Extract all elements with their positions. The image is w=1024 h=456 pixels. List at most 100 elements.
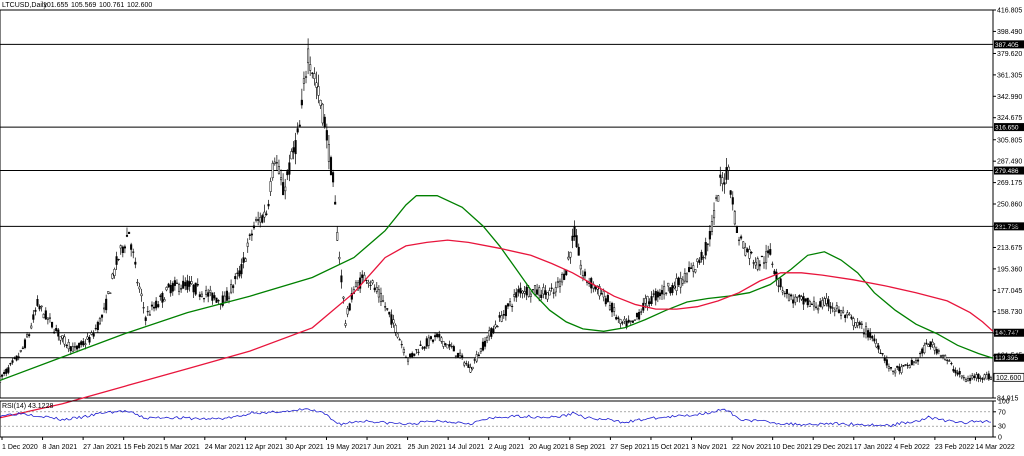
candle-body — [540, 294, 543, 298]
candle-body — [146, 311, 149, 313]
candle-body — [409, 353, 412, 357]
candle-body — [823, 298, 826, 306]
candle-body — [683, 272, 686, 282]
candle-body — [623, 318, 626, 322]
candle-body — [735, 226, 738, 233]
ma-line-0 — [0, 195, 994, 382]
candle-body — [854, 322, 857, 328]
candle-body — [923, 345, 926, 354]
candle-body — [817, 308, 820, 311]
candle-body — [498, 315, 501, 318]
candle-body — [13, 357, 16, 359]
candle-body — [456, 352, 460, 358]
level-tag-5 — [994, 353, 1024, 362]
candle-body — [113, 269, 116, 276]
price-tick-label-14: 158.730 — [997, 309, 1022, 316]
candle-body — [184, 282, 187, 287]
candle-body — [885, 359, 888, 366]
candle-body — [438, 334, 441, 338]
candle-body — [635, 313, 639, 318]
price-tick-label-5: 324.675 — [997, 115, 1022, 122]
candle-body — [429, 336, 432, 340]
candle-body — [11, 360, 14, 363]
candle-body — [527, 287, 530, 297]
candle-body — [783, 293, 786, 295]
candle-body — [554, 287, 557, 293]
level-label-3: 231.738 — [995, 224, 1019, 231]
price-tick-label-11: 213.675 — [997, 245, 1022, 252]
date-label-20: 29 Dec 2021 — [813, 444, 853, 451]
main-plot-frame — [0, 9, 994, 399]
candle-body — [288, 162, 291, 175]
candle-body — [194, 282, 197, 295]
candle-body — [896, 365, 899, 368]
last-price-tag — [993, 372, 1024, 382]
price-tick-label-8: 269.175 — [997, 180, 1022, 187]
candle-body — [515, 292, 518, 298]
candle-body — [475, 354, 478, 362]
price-tick-label-10: 231.990 — [997, 224, 1022, 231]
candle-body — [140, 293, 143, 297]
candle-body — [894, 370, 897, 374]
candle-body — [411, 353, 414, 358]
candle-body — [904, 364, 907, 366]
candle-body — [448, 344, 451, 347]
candle-body — [694, 269, 697, 273]
candle-body — [517, 289, 520, 293]
candle-body — [979, 377, 982, 379]
candle-body — [810, 303, 813, 305]
candle-body — [479, 347, 482, 352]
candle-body — [48, 317, 52, 319]
candle-body — [787, 294, 791, 302]
candle-body — [906, 364, 909, 366]
candle-body — [284, 186, 287, 192]
candle-body — [731, 197, 734, 205]
candle-body — [130, 244, 133, 250]
candle-body — [873, 338, 876, 342]
candle-body — [723, 182, 726, 185]
candle-body — [950, 363, 953, 365]
candle-body — [286, 171, 289, 176]
candle-body — [869, 332, 872, 338]
candle-body — [829, 305, 832, 309]
candle-body — [471, 366, 474, 370]
ohlc-high: 105.569 — [71, 2, 96, 9]
candle-body — [205, 289, 208, 295]
candle-body — [536, 289, 539, 295]
chart-title: LTCUSD,Daily — [2, 2, 47, 9]
candle-body — [421, 347, 424, 349]
candle-body — [165, 287, 168, 291]
candle-body — [648, 301, 651, 305]
candle-body — [960, 375, 963, 378]
candle-body — [9, 362, 12, 365]
candle-body — [985, 374, 988, 380]
candle-body — [848, 313, 851, 316]
candle-body — [467, 364, 470, 368]
candle-body — [69, 346, 72, 351]
candle-body — [579, 264, 582, 270]
candle-body — [563, 273, 566, 280]
candle-body — [175, 282, 178, 284]
date-label-12: 2 Aug 2021 — [489, 444, 525, 451]
rsi-tick-label-0: 100 — [998, 399, 1010, 406]
candle-body — [157, 304, 160, 308]
rsi-tick-label-3: 0 — [998, 435, 1002, 442]
candle-body — [525, 286, 528, 296]
candle-body — [373, 287, 376, 291]
candle-body — [600, 293, 603, 295]
candle-body — [315, 82, 318, 88]
candle-body — [712, 210, 716, 219]
candle-body — [844, 314, 847, 318]
candle-body — [444, 343, 447, 345]
price-tick-label-0: 416.805 — [997, 8, 1022, 15]
candle-body — [469, 367, 472, 373]
candle-body — [831, 307, 834, 309]
candle-body — [279, 177, 283, 181]
candle-body — [459, 352, 462, 356]
candle-body — [290, 151, 293, 160]
candle-body — [375, 287, 378, 292]
date-label-5: 24 Mar 2021 — [205, 444, 244, 451]
candle-body — [473, 359, 476, 361]
candle-body — [119, 245, 122, 249]
